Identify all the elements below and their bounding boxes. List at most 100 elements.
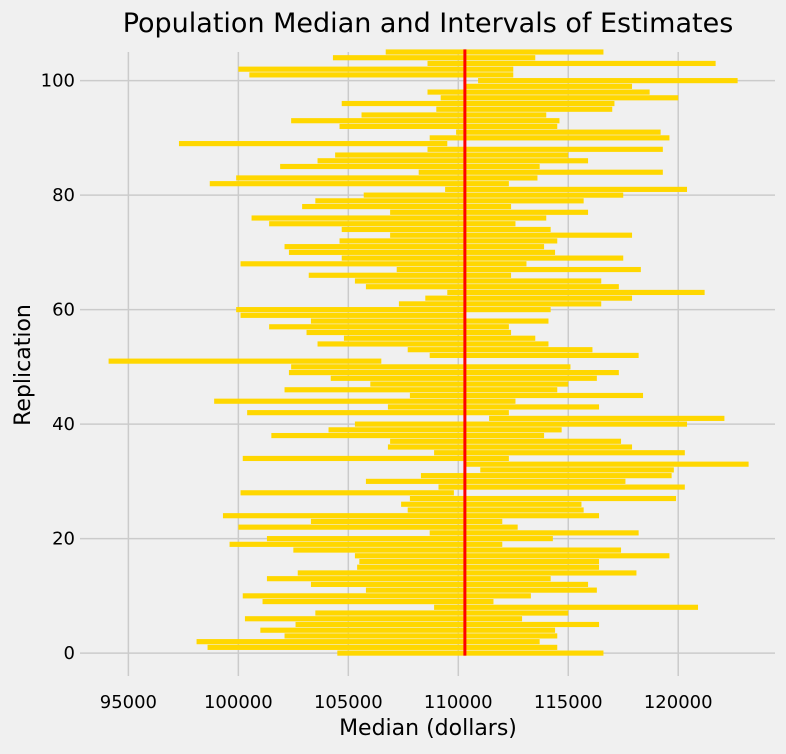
interval-bar [489, 415, 725, 421]
interval-bar [280, 163, 540, 170]
interval-bar [251, 215, 547, 221]
interval-bar [262, 599, 494, 605]
interval-bar [390, 438, 622, 444]
interval-bar [480, 467, 674, 473]
interval-bar [266, 536, 553, 542]
interval-bar [108, 358, 382, 364]
interval-bar [456, 129, 661, 135]
interval-bar [284, 387, 558, 393]
interval-bar [244, 616, 523, 622]
interval-bar [240, 312, 465, 318]
interval-bar [385, 49, 604, 55]
interval-bar [310, 518, 503, 525]
interval-bar [401, 501, 582, 507]
interval-bar [365, 587, 597, 593]
interval-bar [390, 209, 589, 215]
interval-bar [238, 524, 518, 530]
interval-bar [341, 100, 615, 107]
interval-bar [354, 421, 688, 427]
y-tick-label: 60 [52, 300, 75, 321]
interval-bar [297, 570, 637, 576]
interval-bar [269, 324, 509, 330]
interval-bar [427, 89, 650, 95]
interval-bar [478, 78, 738, 84]
interval-bar [332, 55, 536, 61]
interval-bar [295, 621, 600, 628]
interval-bar [302, 203, 512, 210]
interval-bar [335, 152, 569, 158]
interval-bar [337, 650, 604, 656]
interval-bar [445, 186, 688, 192]
interval-bar [429, 530, 639, 536]
x-tick-label: 115000 [534, 692, 603, 713]
interval-bar [284, 244, 545, 250]
interval-bar [315, 198, 584, 204]
interval-bar [407, 347, 593, 353]
interval-bar [209, 181, 509, 187]
interval-bar [420, 473, 672, 479]
interval-bar [284, 633, 558, 639]
chart-title: Population Median and Intervals of Estim… [123, 8, 734, 39]
interval-bar [427, 60, 716, 67]
y-tick-label: 40 [52, 414, 75, 435]
interval-bar [464, 461, 749, 467]
interval-bar [242, 455, 509, 462]
interval-bar [328, 427, 562, 433]
interval-bars [108, 49, 749, 656]
tick-labels: 95000 100000 105000 110000 115000 120000 0 20 40… [41, 71, 713, 713]
interval-bar [365, 478, 626, 484]
interval-bar [429, 135, 670, 141]
interval-bar [390, 232, 633, 238]
interval-bar [291, 118, 560, 124]
y-tick-label: 80 [52, 185, 75, 206]
interval-bar [407, 507, 584, 513]
interval-bar [357, 564, 600, 570]
interval-bar [409, 392, 644, 399]
interval-bar [236, 175, 538, 181]
y-axis-label: Replication [11, 304, 36, 426]
interval-bar [306, 329, 512, 336]
interval-bar [387, 404, 600, 410]
x-tick-label: 100000 [204, 692, 273, 713]
interval-bar [418, 169, 663, 175]
interval-bar [434, 604, 699, 610]
x-tick-label: 110000 [424, 692, 493, 713]
interval-bar [310, 581, 589, 587]
interval-bar [238, 66, 514, 72]
interval-bar [398, 301, 602, 307]
interval-bar [222, 513, 600, 519]
interval-bar [291, 364, 571, 370]
interval-bar [363, 192, 624, 198]
interval-bar [310, 318, 549, 324]
interval-bar [427, 146, 663, 152]
interval-bar [236, 307, 551, 313]
interval-bar [409, 495, 677, 502]
interval-bar [271, 432, 545, 439]
interval-bar [359, 558, 600, 565]
interval-bar [240, 261, 527, 267]
interval-bar [354, 553, 670, 559]
x-tick-label: 120000 [644, 692, 713, 713]
interval-bar [317, 341, 549, 347]
interval-bar [293, 547, 622, 553]
interval-bar [396, 266, 641, 273]
interval-bar [447, 289, 705, 296]
y-tick-label: 100 [41, 71, 75, 92]
interval-bar [288, 370, 619, 376]
interval-bar [339, 123, 558, 129]
y-tick-label: 0 [64, 643, 75, 664]
interval-bar [288, 249, 556, 255]
interval-bar [387, 444, 633, 450]
interval-bar [370, 381, 569, 387]
interval-bar [440, 95, 679, 101]
interval-bar [315, 610, 569, 616]
interval-bar [438, 484, 685, 490]
interval-bar [240, 490, 454, 496]
interval-bar [308, 272, 512, 278]
interval-bar [269, 221, 516, 227]
interval-bar [317, 158, 589, 164]
interval-bar [361, 112, 547, 118]
interval-bar [341, 226, 551, 233]
